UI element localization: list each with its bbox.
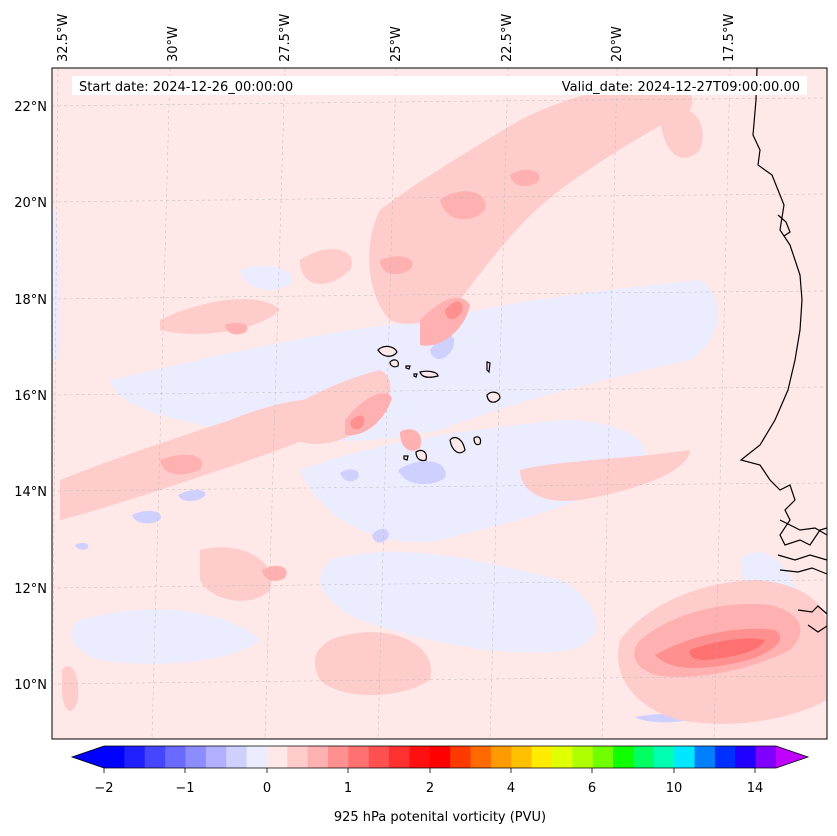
colorbar-cell <box>694 746 716 768</box>
colorbar-cell <box>592 746 614 768</box>
colorbar-ticks <box>103 768 756 773</box>
colorbar-cell <box>328 746 349 768</box>
lon-label: 27.5°W <box>278 14 293 62</box>
map-panel: Start date: 2024-12-26_00:00:00 Valid_da… <box>51 67 828 740</box>
colorbar-tick-label: 0 <box>263 781 271 796</box>
colorbar-cell <box>266 746 288 768</box>
colorbar-tick-label: −1 <box>175 781 194 796</box>
colorbar-cell <box>572 746 594 768</box>
colorbar-cell <box>450 746 472 768</box>
colorbar-cell <box>714 746 736 768</box>
colorbar-cell <box>470 746 492 768</box>
colorbar-tick-label: 2 <box>426 781 434 796</box>
strong-pv-core <box>350 301 781 668</box>
colorbar-under-arrow <box>72 746 104 768</box>
lat-label: 20°N <box>14 196 47 211</box>
colorbar-cell <box>429 746 451 768</box>
lon-label: 25°W <box>389 26 404 62</box>
lat-label: 14°N <box>14 485 47 500</box>
lat-label: 12°N <box>14 582 47 597</box>
latitude-labels: 22°N 20°N 18°N 16°N 14°N 12°N 10°N <box>14 100 47 693</box>
colorbar-cell <box>735 746 757 768</box>
colorbar-cell <box>633 746 655 768</box>
colorbar-cell <box>490 746 512 768</box>
colorbar-cell <box>307 746 329 768</box>
colorbar-tick-label: 1 <box>344 781 352 796</box>
colorbar-cell <box>389 746 411 768</box>
colorbar-cell <box>348 746 370 768</box>
lon-label: 30°W <box>166 26 181 62</box>
colorbar-cell <box>531 746 553 768</box>
colorbar-tick-label: 4 <box>507 781 515 796</box>
africa-coastline <box>739 67 828 546</box>
colorbar-cell <box>674 746 696 768</box>
lon-label: 32.5°W <box>56 14 71 62</box>
colorbar-over-arrow <box>776 746 808 768</box>
colorbar-cell <box>409 746 431 768</box>
colorbar-cell <box>755 746 777 768</box>
lon-label: 22.5°W <box>500 14 515 62</box>
lat-label: 16°N <box>14 389 47 404</box>
coastlines <box>739 67 828 633</box>
colorbar-cell <box>124 746 146 768</box>
lat-label: 22°N <box>14 100 47 115</box>
colorbar-cell <box>104 746 125 768</box>
colorbar-cell <box>287 746 309 768</box>
colorbar-cell <box>185 746 207 768</box>
graticule <box>51 67 828 740</box>
longitude-labels: 32.5°W 30°W 27.5°W 25°W 22.5°W 20°W 17.5… <box>56 14 737 62</box>
cape-verde-islands <box>377 345 501 462</box>
lat-label: 18°N <box>14 293 47 308</box>
colorbar-tick-label: 6 <box>588 781 596 796</box>
colorbar-cell <box>613 746 635 768</box>
colorbar-cell <box>552 746 573 768</box>
colorbar-tick-label: −2 <box>94 781 113 796</box>
colorbar-cell <box>246 746 268 768</box>
colorbar-tick-label: 10 <box>666 781 683 796</box>
map-frame <box>51 67 828 740</box>
lat-label: 10°N <box>14 678 47 693</box>
colorbar-cell <box>511 746 533 768</box>
colorbar-tick-labels: −2 −1 0 1 2 4 6 10 14 <box>94 781 763 796</box>
colorbar-cell <box>165 746 187 768</box>
start-date-label: Start date: 2024-12-26_00:00:00 <box>79 80 293 95</box>
colorbar-cell <box>205 746 227 768</box>
valid-date-label: Valid_date: 2024-12-27T09:00:00.00 <box>562 80 800 95</box>
colorbar-cell <box>144 746 166 768</box>
colorbar-cell <box>226 746 248 768</box>
lon-label: 20°W <box>610 26 625 62</box>
lon-label: 17.5°W <box>722 14 737 62</box>
colorbar-cells <box>104 746 777 768</box>
colorbar-title: 925 hPa potenital vorticity (PVU) <box>334 810 546 825</box>
colorbar: −2 −1 0 1 2 4 6 10 14 925 hPa potenital … <box>70 745 810 825</box>
colorbar-cell <box>653 746 675 768</box>
date-header-box <box>72 76 807 95</box>
colorbar-cell <box>368 746 390 768</box>
colorbar-tick-label: 14 <box>747 781 764 796</box>
